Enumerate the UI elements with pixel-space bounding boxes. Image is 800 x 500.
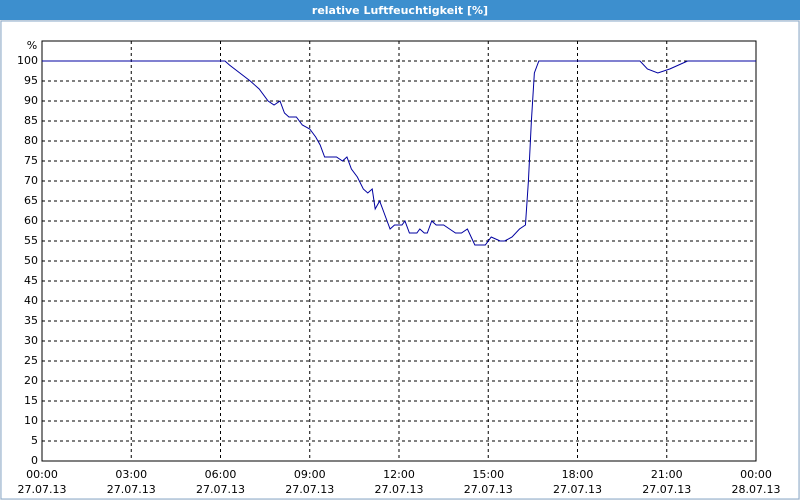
x-tick-label: 09:00 27.07.13 (285, 468, 335, 496)
y-tick-label: 40 (24, 294, 38, 307)
y-tick-label: 95 (24, 74, 38, 87)
chart-title: relative Luftfeuchtigkeit [%] (312, 4, 488, 17)
y-tick-label: 90 (24, 94, 38, 107)
x-tick-label: 15:00 27.07.13 (463, 468, 513, 496)
y-tick-label: 55 (24, 234, 38, 247)
data-line (42, 60, 756, 246)
x-tick-label: 00:00 27.07.13 (17, 468, 67, 496)
y-tick-label: 70 (24, 174, 38, 187)
y-tick-label: 5 (31, 434, 38, 447)
y-tick-label: 50 (24, 254, 38, 267)
y-tick-label: 10 (24, 414, 38, 427)
y-tick-label: 15 (24, 394, 38, 407)
x-tick-label: 06:00 27.07.13 (196, 468, 245, 496)
y-tick-label: 30 (24, 334, 38, 347)
y-tick-label: 45 (24, 274, 38, 287)
x-tick-label: 03:00 27.07.13 (106, 468, 156, 496)
y-tick-label: 85 (24, 114, 38, 127)
x-tick-label: 00:00 28.07.13 (731, 468, 781, 496)
y-tick-label: 75 (24, 154, 38, 167)
y-tick-label: 60 (24, 214, 38, 227)
y-axis-label: % (27, 39, 37, 52)
x-tick-label: 21:00 27.07.13 (642, 468, 692, 496)
y-tick-label: 20 (24, 374, 38, 387)
y-tick-label: 80 (24, 134, 38, 147)
title-bar (0, 0, 800, 20)
y-tick-label: 25 (24, 354, 38, 367)
x-tick-label: 12:00 27.07.13 (374, 468, 424, 496)
x-tick-label: 18:00 27.07.13 (553, 468, 602, 496)
y-tick-label: 65 (24, 194, 38, 207)
y-tick-label: 0 (31, 454, 38, 467)
y-tick-label: 35 (24, 314, 38, 327)
y-tick-label: 100 (17, 54, 38, 67)
